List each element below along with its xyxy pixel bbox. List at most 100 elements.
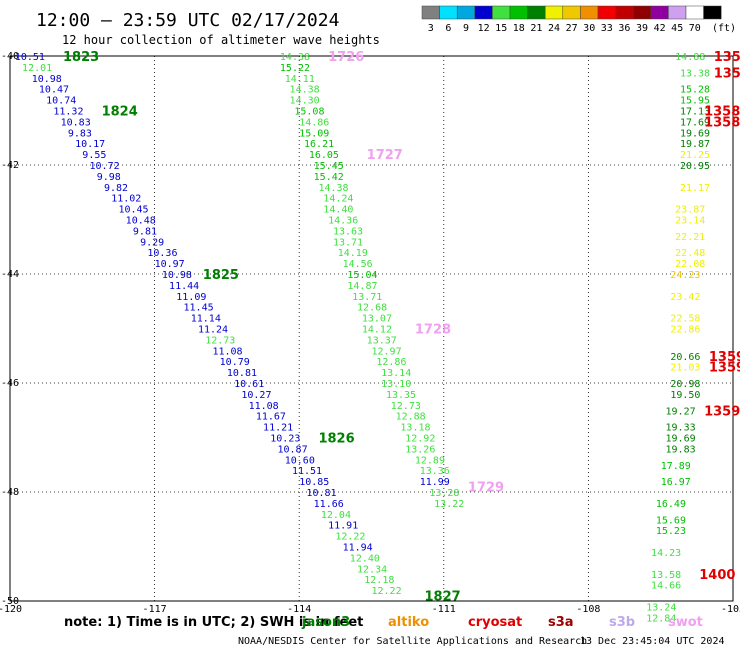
legend-label: 6 [445,23,451,34]
wave-height-point: 9.81 [133,226,157,237]
wave-height-point: 19.50 [670,390,700,401]
satellite-jason3: jason3 [301,615,350,630]
wave-height-point: 13.28 [429,488,459,499]
pass-number-label: 1727 [367,148,403,163]
wave-height-point: 23.42 [670,292,700,303]
wave-height-point: 19.27 [666,406,696,417]
wave-height-point: 14.86 [299,117,329,128]
wave-height-point: 12.01 [22,63,52,74]
wave-height-point: 9.83 [68,128,92,139]
legend-swatch [632,5,652,20]
wave-height-point: 14.36 [328,216,358,227]
wave-height-point: 11.91 [328,521,358,532]
wave-height-point: 10.87 [278,444,308,455]
legend-swatch [615,5,634,20]
legend-swatch [650,5,669,20]
wave-height-point: 14.12 [362,325,392,336]
legend-swatch [527,5,546,20]
wave-height-point: 13.26 [405,444,435,455]
legend-label: 45 [671,23,683,34]
wave-height-point: 11.14 [191,314,221,325]
wave-height-point: 10.72 [90,161,120,172]
wave-height-point: 11.02 [111,194,141,205]
legend-swatch [421,5,440,20]
wave-height-point: 13.38 [680,68,710,79]
legend-swatch [562,5,581,20]
footer-note: note: 1) Time is in UTC; 2) SWH is in fe… [64,615,363,630]
wave-height-point: 15.95 [680,96,710,107]
legend-swatch [685,5,704,20]
wave-height-point: 10.85 [299,477,329,488]
satellite-s3b: s3b [609,615,635,630]
pass-number-label: 1823 [63,50,99,65]
wave-height-point: 10.79 [220,357,250,368]
legend-swatch [580,5,599,20]
axis-ticks: -120 -117 -114 -111 -108 -105 -40 -42 -44 -46 -48 -… [0,51,740,615]
wave-height-point: 14.19 [338,248,368,259]
footer-timestamp: 13 Dec 23:45:04 UTC 2024 [580,636,725,647]
legend-swatch [544,5,564,20]
legend-label: 12 [478,23,490,34]
data-marks: 10.5112.0110.9810.4710.7411.3210.839.831… [15,50,740,624]
pass-number-label: 1824 [102,105,138,120]
legend-label: 30 [583,23,595,34]
satellite-altiko: altiko [388,615,429,630]
wave-height-point: 19.69 [666,434,696,445]
plot-area: -120 -117 -114 -111 -108 -105 -40 -42 -44 -46 -48 -… [0,50,740,624]
x-tick-label: -120 [0,604,22,615]
legend-swatch [668,5,687,20]
y-tick-label: -42 [1,160,19,171]
wave-height-point: 14.40 [323,205,353,216]
wave-height-point: 14.56 [343,259,373,270]
wave-height-point: 12.73 [205,335,235,346]
pass-number-label: 1400 [699,568,735,583]
wave-height-point: 14.88 [675,52,705,63]
wave-height-point: 10.23 [270,434,300,445]
wave-height-point: 16.05 [309,150,339,161]
track-cryosat: 14.8813.3815.2815.9517.1317.6919.6919.87… [646,50,740,624]
x-tick-label: -105 [721,604,740,615]
wave-height-point: 11.08 [212,346,242,357]
wave-height-point: 12.88 [396,412,426,423]
legend-label: 27 [566,23,578,34]
legend-unit: (ft) [712,23,736,34]
wave-height-point: 14.87 [347,281,377,292]
wave-height-point: 19.33 [666,423,696,434]
legend-label: 70 [689,23,701,34]
footer-credit: NOAA/NESDIS Center for Satellite Applica… [238,636,587,647]
wave-height-point: 12.22 [372,586,402,597]
wave-height-point: 16.49 [656,499,686,510]
wave-height-point: 12.92 [405,434,435,445]
wave-height-point: 11.44 [169,281,199,292]
pass-number-label: 1726 [328,50,364,65]
legend-swatch [509,5,528,20]
wave-height-point: 10.27 [241,390,271,401]
wave-height-point: 11.08 [249,401,279,412]
wave-height-point: 23.87 [675,205,705,216]
x-tick-label: -114 [287,604,311,615]
wave-height-point: 13.58 [651,570,681,581]
wave-height-point: 22.08 [675,259,705,270]
pass-number-label: 1358 [704,115,740,130]
wave-height-point: 22.21 [675,232,705,243]
wave-height-point: 10.98 [32,74,62,85]
wave-height-point: 14.38 [318,183,348,194]
wave-height-point: 17.13 [680,107,710,118]
wave-height-point: 10.45 [118,205,148,216]
wave-height-point: 15.09 [299,128,329,139]
wave-height-point: 10.51 [15,52,45,63]
wave-height-point: 15.04 [347,270,377,281]
wave-height-point: 10.60 [285,455,315,466]
y-tick-label: -44 [1,269,19,280]
pass-number-label: 1826 [318,432,354,447]
y-tick-label: -40 [1,51,19,62]
wave-height-point: 10.98 [162,270,192,281]
wave-height-point: 10.61 [234,379,264,390]
wave-height-point: 11.24 [198,325,228,336]
legend-label: 18 [513,23,525,34]
x-tick-label: -111 [432,604,456,615]
wave-height-point: 11.21 [263,423,293,434]
wave-height-point: 11.99 [420,477,450,488]
legend-swatch [492,5,511,20]
